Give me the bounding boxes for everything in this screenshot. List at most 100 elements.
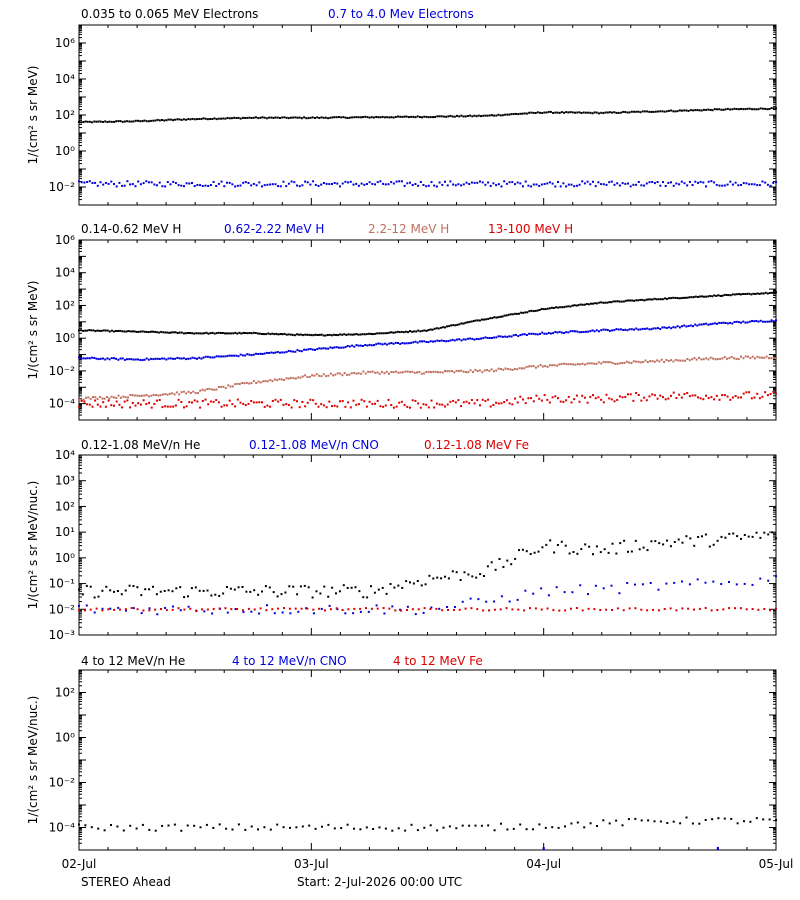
data-point <box>110 329 113 332</box>
data-point <box>488 609 490 612</box>
data-point <box>753 108 756 111</box>
data-point <box>285 185 288 188</box>
data-point <box>632 183 635 186</box>
data-point <box>283 332 286 335</box>
data-point <box>123 400 126 403</box>
data-point <box>147 120 150 123</box>
data-point <box>164 393 167 396</box>
data-point <box>446 325 448 328</box>
data-point <box>289 116 292 119</box>
data-point <box>624 299 627 302</box>
data-point <box>529 553 532 555</box>
data-point <box>287 182 290 185</box>
y-tick-label: 10⁻² <box>49 180 76 194</box>
data-point <box>435 327 438 330</box>
data-point <box>448 370 451 373</box>
data-point <box>132 358 135 361</box>
data-point <box>153 183 156 186</box>
data-point <box>469 369 472 372</box>
data-point <box>583 182 586 185</box>
data-point <box>200 357 203 360</box>
data-point <box>310 334 313 337</box>
data-point <box>267 332 270 335</box>
data-point <box>164 185 167 188</box>
data-point <box>309 398 312 401</box>
data-point <box>80 398 83 401</box>
data-point <box>662 543 665 546</box>
y-axis-label: 1/(cm² s sr MeV/nuc.) <box>26 481 40 610</box>
data-point <box>444 326 446 329</box>
data-point <box>341 182 344 185</box>
data-point <box>464 115 467 118</box>
data-point <box>304 374 307 377</box>
data-point <box>666 822 669 824</box>
data-point <box>618 362 621 365</box>
data-point <box>180 391 183 394</box>
data-point <box>365 333 368 336</box>
data-point <box>717 817 720 820</box>
data-point <box>320 607 323 610</box>
data-point <box>132 585 135 587</box>
data-point <box>722 608 725 611</box>
data-point <box>589 111 592 114</box>
data-point <box>331 405 333 408</box>
data-point <box>89 585 92 588</box>
data-point <box>510 335 513 338</box>
data-point <box>546 182 549 185</box>
data-point <box>485 369 488 371</box>
data-point <box>348 373 351 376</box>
data-point <box>506 113 509 116</box>
data-point <box>177 398 180 401</box>
data-point <box>255 382 258 384</box>
data-point <box>411 370 414 373</box>
data-point <box>347 401 350 404</box>
data-point <box>204 117 207 120</box>
data-point <box>686 184 689 187</box>
data-point <box>300 333 303 336</box>
data-point <box>567 395 570 398</box>
data-point <box>726 322 729 325</box>
data-point <box>266 604 268 607</box>
data-point <box>476 370 479 372</box>
data-point <box>183 185 185 188</box>
data-point <box>433 406 436 409</box>
data-point <box>289 612 292 615</box>
data-point <box>172 357 174 360</box>
data-point <box>276 116 279 119</box>
data-point <box>180 401 183 403</box>
data-point <box>711 818 714 821</box>
data-point <box>380 332 383 335</box>
data-point <box>726 183 729 186</box>
data-point <box>515 333 517 336</box>
data-point <box>255 184 258 187</box>
data-point <box>448 825 451 828</box>
data-point <box>84 329 87 332</box>
data-point <box>627 299 629 302</box>
data-point <box>435 185 438 188</box>
data-point <box>676 297 679 299</box>
data-point <box>360 372 363 375</box>
data-point <box>724 536 727 539</box>
data-point <box>464 607 467 610</box>
data-point <box>665 582 668 585</box>
data-point <box>534 333 537 336</box>
data-point <box>78 609 80 612</box>
data-point <box>341 374 344 377</box>
legend-entry: 0.12-1.08 MeV/n He <box>81 438 200 452</box>
data-point <box>502 566 505 568</box>
data-point <box>775 392 777 395</box>
data-point <box>576 552 579 555</box>
data-point <box>397 827 400 830</box>
data-point <box>770 291 773 294</box>
data-point <box>596 302 599 305</box>
data-point <box>253 589 256 592</box>
data-point <box>121 120 124 123</box>
data-point <box>265 117 268 120</box>
data-point <box>641 583 644 586</box>
data-point <box>449 400 452 403</box>
data-point <box>615 111 618 114</box>
data-point <box>626 111 629 114</box>
data-point <box>231 828 234 831</box>
data-point <box>456 323 459 326</box>
data-point <box>737 108 740 111</box>
